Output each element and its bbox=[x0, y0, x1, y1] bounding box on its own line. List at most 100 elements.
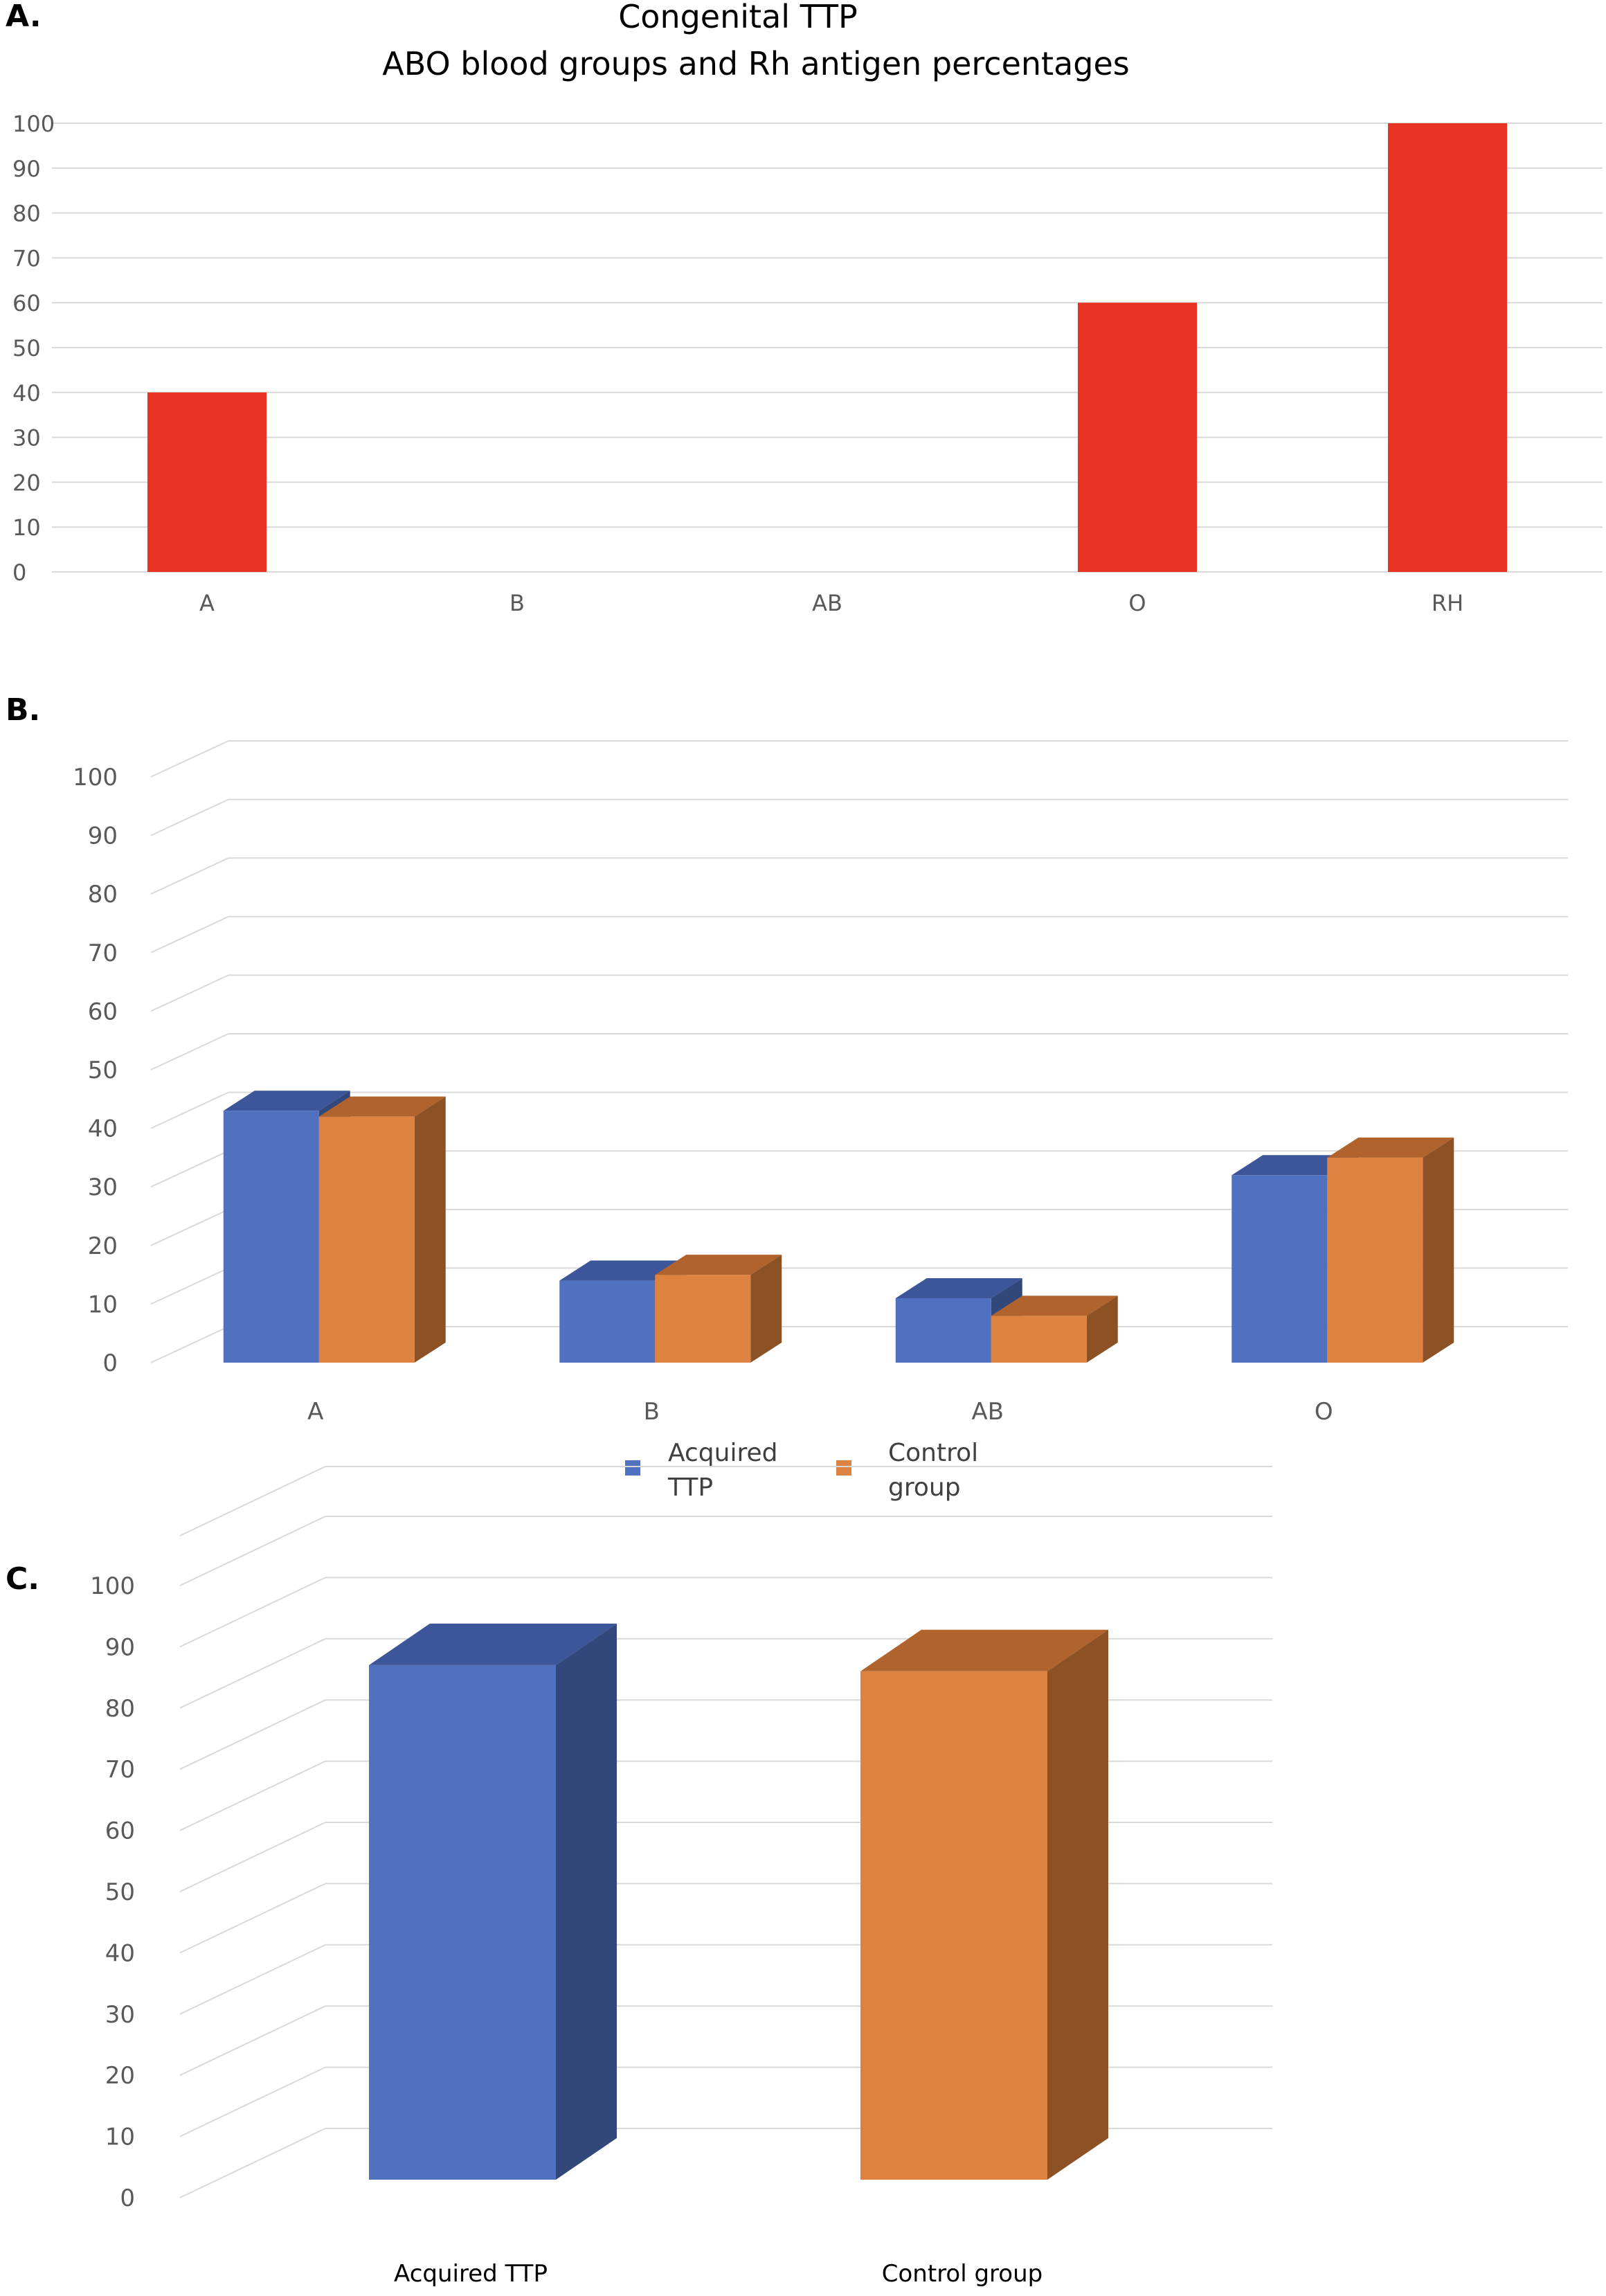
chart-a-y-tick-label: 70 bbox=[12, 245, 41, 271]
chart-b-gridline-depth bbox=[150, 857, 229, 895]
chart-a-y-ticks: 0 10 20 30 40 50 60 70 80 90 100 bbox=[12, 111, 55, 586]
chart-a-bar bbox=[1388, 123, 1507, 572]
chart-c-gridline-depth bbox=[179, 2066, 326, 2137]
chart-b-y-ticks: 0 10 20 30 40 50 60 70 80 90 100 bbox=[73, 764, 118, 1377]
chart-b-bar bbox=[1231, 1175, 1328, 1363]
chart-b-y-tick-label: 50 bbox=[88, 1057, 118, 1084]
chart-b-gridline-depth bbox=[150, 1326, 229, 1363]
chart-b-x-ticks: A B AB O bbox=[307, 1398, 1333, 1426]
chart-b-gridline-depth bbox=[150, 1091, 229, 1129]
chart-a-y-tick-label: 30 bbox=[12, 425, 41, 451]
chart-c-y-tick-label: 20 bbox=[105, 2062, 135, 2090]
legend-label-control-line2: group bbox=[888, 1473, 961, 1502]
chart-b-bar-top bbox=[895, 1277, 1022, 1298]
chart-c-x-ticks: Acquired TTP Control group bbox=[394, 2260, 1043, 2288]
chart-b-x-tick-label: AB bbox=[971, 1398, 1004, 1426]
chart-b-y-tick-label: 70 bbox=[88, 940, 118, 967]
chart-b-bar-side bbox=[1086, 1295, 1118, 1363]
chart-b-x-tick-label: B bbox=[644, 1398, 660, 1426]
chart-b-gridline-depth bbox=[150, 1208, 229, 1246]
chart-b-legend: Acquired TTP Control group bbox=[625, 1439, 978, 1502]
chart-a-bar bbox=[1078, 303, 1197, 572]
chart-b-bar bbox=[559, 1280, 656, 1363]
chart-b-bar-top bbox=[1327, 1137, 1454, 1158]
chart-b-y-tick-label: 60 bbox=[88, 998, 118, 1025]
chart-b-y-tick-label: 40 bbox=[88, 1115, 118, 1143]
chart-c-y-tick-label: 80 bbox=[105, 1695, 135, 1723]
chart-c-gridline-depth bbox=[179, 1822, 326, 1892]
chart-c-y-tick-label: 70 bbox=[105, 1756, 135, 1784]
chart-b-bar bbox=[1327, 1157, 1423, 1363]
chart-a-y-tick-label: 50 bbox=[12, 335, 41, 361]
chart-b-x-tick-label: A bbox=[307, 1398, 323, 1426]
chart-a-x-tick-label: A bbox=[199, 590, 215, 616]
chart-c-y-tick-label: 30 bbox=[105, 2001, 135, 2029]
chart-c-x-tick-label: Acquired TTP bbox=[394, 2260, 548, 2288]
panel-c: C. 0 10 20 30 40 50 60 70 80 90 100 Acquired TTP Co… bbox=[6, 1466, 1272, 2288]
chart-b-y-tick-label: 0 bbox=[102, 1349, 118, 1377]
chart-a-y-tick-label: 20 bbox=[12, 469, 41, 496]
chart-b-bar bbox=[655, 1275, 751, 1363]
chart-b-bar-top bbox=[1231, 1155, 1359, 1176]
chart-c-y-tick-label: 10 bbox=[105, 2124, 135, 2151]
chart-c-y-tick-label: 90 bbox=[105, 1633, 135, 1661]
panel-c-label: C. bbox=[6, 1561, 39, 1597]
chart-c-gridline-depth bbox=[179, 1699, 326, 1770]
chart-a-y-tick-label: 10 bbox=[12, 514, 41, 541]
legend-label-acquired-line1: Acquired bbox=[668, 1439, 777, 1467]
chart-c-y-tick-label: 100 bbox=[90, 1572, 135, 1600]
chart-a-x-ticks: A B AB O RH bbox=[199, 590, 1463, 616]
chart-b-gridline-depth bbox=[150, 1267, 229, 1305]
chart-b-y-tick-label: 80 bbox=[88, 881, 118, 908]
chart-c-bar bbox=[860, 1671, 1047, 2180]
legend-swatch-control bbox=[836, 1460, 851, 1476]
chart-b-gridline-depth bbox=[150, 798, 229, 836]
chart-c-bar-top bbox=[860, 1629, 1108, 1671]
chart-b-gridline-depth bbox=[150, 740, 229, 778]
chart-b-bar-side bbox=[750, 1255, 782, 1363]
chart-b-gridline-depth bbox=[150, 1150, 229, 1188]
chart-a-subtitle: ABO blood groups and Rh antigen percenta… bbox=[382, 45, 1130, 82]
panel-a: A. Congenital TTP ABO blood groups and R… bbox=[6, 0, 1603, 616]
chart-b-bar-top bbox=[559, 1260, 687, 1281]
chart-c-gridline-depth bbox=[179, 1638, 326, 1709]
chart-a-y-tick-label: 40 bbox=[12, 380, 41, 406]
chart-c-gridline-depth bbox=[179, 1883, 326, 1954]
chart-b-gridline-depth bbox=[150, 1033, 229, 1070]
chart-c-y-tick-label: 50 bbox=[105, 1878, 135, 1906]
chart-b-y-tick-label: 20 bbox=[88, 1232, 118, 1260]
chart-c-gridline-depth bbox=[179, 1760, 326, 1831]
chart-b-y-tick-label: 30 bbox=[88, 1174, 118, 1201]
chart-c-gridline-depth bbox=[179, 1577, 326, 1648]
chart-b-gridline-depth bbox=[150, 974, 229, 1012]
chart-b-gridline-depth bbox=[150, 915, 229, 953]
chart-a-y-tick-label: 80 bbox=[12, 201, 41, 227]
chart-b-bar-top bbox=[655, 1255, 782, 1275]
chart-c-bar bbox=[369, 1665, 556, 2180]
chart-c-gridline-depth bbox=[179, 1516, 326, 1586]
chart-b-y-tick-label: 100 bbox=[73, 764, 118, 791]
chart-c-bar-side bbox=[556, 1623, 617, 2180]
chart-c-gridline-depth bbox=[179, 1944, 326, 2015]
chart-a-y-tick-label: 0 bbox=[12, 559, 26, 586]
chart-b-y-tick-label: 90 bbox=[88, 823, 118, 850]
chart-c-gridlines bbox=[179, 1466, 1272, 2198]
legend-swatch-acquired bbox=[625, 1460, 640, 1476]
panel-b-label: B. bbox=[6, 692, 40, 728]
chart-b-bar-side bbox=[1423, 1137, 1454, 1363]
chart-a-y-tick-label: 90 bbox=[12, 156, 41, 182]
chart-c-y-tick-label: 60 bbox=[105, 1818, 135, 1845]
chart-a-x-tick-label: AB bbox=[812, 590, 842, 616]
chart-b-bar bbox=[318, 1116, 415, 1363]
chart-a-y-tick-label: 60 bbox=[12, 290, 41, 316]
chart-b-bar-top bbox=[223, 1091, 350, 1111]
chart-a-title: Congenital TTP bbox=[618, 0, 858, 35]
legend-label-acquired-line2: TTP bbox=[667, 1473, 713, 1502]
chart-b-bar-top bbox=[991, 1295, 1118, 1316]
chart-c-y-tick-label: 0 bbox=[120, 2185, 135, 2212]
chart-c-bars bbox=[369, 1623, 1108, 2180]
chart-b-x-tick-label: O bbox=[1315, 1398, 1333, 1426]
chart-a-bar bbox=[147, 392, 267, 572]
